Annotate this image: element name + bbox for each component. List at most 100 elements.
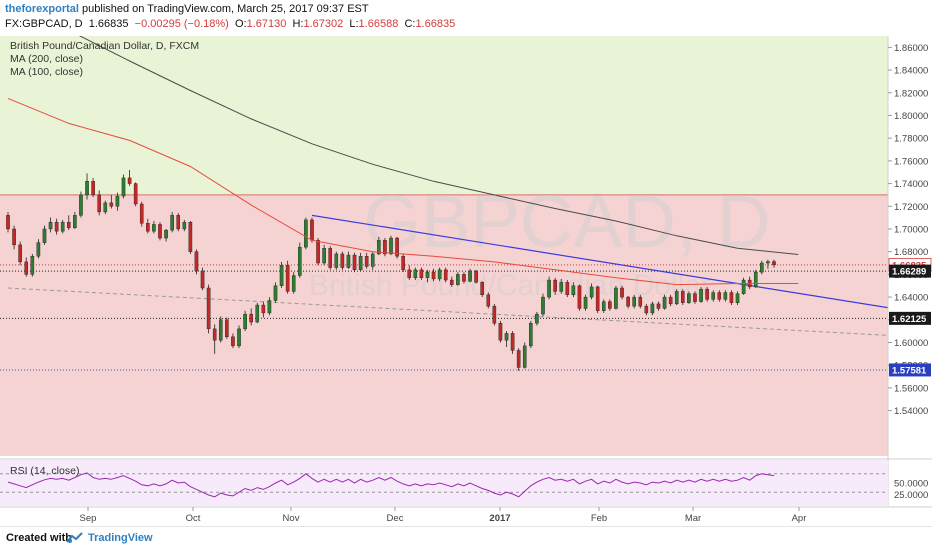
price-badge [889, 363, 931, 377]
time-axis[interactable]: Sep Oct Nov Dec 2017 Feb Mar Apr [0, 506, 932, 524]
price-tick-label: 1.72000 [894, 202, 928, 213]
time-tick-label: Mar [685, 513, 701, 524]
price-tick-label: 1.80000 [894, 111, 928, 122]
price-badge [889, 311, 931, 325]
price-tick-label: 1.82000 [894, 88, 928, 99]
candle-down [200, 270, 205, 289]
candle-up [42, 228, 47, 243]
candle-down [310, 219, 314, 241]
ma200-line [78, 36, 799, 255]
candle-down [498, 322, 503, 341]
candle-up [377, 240, 381, 255]
candle-up [456, 274, 460, 285]
candle-down [443, 269, 448, 281]
candle-down [565, 282, 570, 296]
legend-ma100[interactable]: MA (100, close) [10, 66, 83, 78]
tradingview-brand[interactable]: TradingView [88, 532, 153, 544]
candlestick-series [6, 169, 776, 371]
price-tick-label: 1.54000 [894, 406, 928, 417]
price-badge [889, 264, 931, 278]
candle-down [24, 261, 29, 275]
close-value: 1.66835 [415, 18, 456, 30]
chart-header: theforexportal published on TradingView.… [0, 0, 932, 36]
candle-up [413, 269, 418, 278]
zone-red [0, 194, 888, 456]
time-tick-label: 2017 [489, 513, 510, 524]
candle-down [553, 279, 557, 292]
candle-up [687, 293, 691, 303]
candle-down [12, 228, 16, 246]
candle-up [304, 219, 308, 248]
candle-down [717, 292, 722, 300]
candle-up [121, 177, 126, 197]
candle-up [291, 275, 296, 292]
open-value: 1.67130 [246, 18, 287, 30]
rsi-background [0, 460, 888, 506]
rsi-legend[interactable]: RSI (14, close) [10, 465, 79, 477]
candle-up [85, 181, 89, 196]
candle-up [279, 265, 284, 286]
candle-down [261, 304, 266, 314]
candle-up [535, 313, 539, 324]
candle-up [504, 333, 509, 341]
candle-down [194, 251, 199, 272]
dashed-trendline [7, 287, 932, 339]
price-tick-label: 1.64000 [894, 293, 928, 304]
candle-up [425, 271, 430, 278]
candle-up [73, 215, 77, 229]
candle-up [170, 215, 174, 231]
time-tick-label: Oct [186, 513, 201, 524]
price-axis[interactable]: 1.86000 1.84000 1.82000 1.80000 1.78000 1.760… [887, 36, 932, 506]
candle-up [741, 279, 746, 294]
candle-up [60, 221, 65, 232]
ohlc-line: FX:GBPCAD, D 1.66835 −0.00295 (−0.18%) O… [5, 18, 455, 30]
candle-down [127, 177, 132, 184]
candle-up [760, 262, 764, 273]
candle-down [681, 291, 685, 303]
candle-down [6, 215, 10, 230]
candle-down [626, 296, 630, 307]
candle-down [693, 293, 697, 302]
candle-up [753, 271, 758, 288]
price-tick-label: 1.76000 [894, 156, 928, 167]
candle-up [322, 248, 326, 264]
rsi-tick-label: 25.0000 [894, 490, 928, 501]
candle-down [449, 279, 454, 285]
candle-up [115, 195, 120, 207]
candle-up [370, 253, 375, 267]
candle-down [644, 305, 649, 314]
candle-up [237, 328, 241, 347]
candle-down [383, 240, 387, 255]
symbol-label[interactable]: FX:GBPCAD, D [5, 18, 83, 30]
candle-down [462, 274, 466, 282]
author-link[interactable]: theforexportal [5, 3, 79, 15]
candle-up [243, 313, 247, 330]
candle-up [522, 345, 527, 368]
candle-down [109, 202, 114, 207]
candle-up [389, 237, 393, 255]
price-change: −0.00295 (−0.18%) [134, 18, 229, 30]
candle-down [139, 203, 144, 224]
candle-up [218, 319, 223, 341]
high-label: H: [292, 18, 304, 30]
candle-up [583, 296, 588, 309]
high-value: 1.67302 [303, 18, 344, 30]
candle-down [705, 288, 709, 300]
candle-down [285, 265, 290, 292]
candle-up [735, 293, 740, 303]
price-chart[interactable]: GBPCAD, D British Pound/Canadian Dollar … [0, 36, 932, 526]
legend-ma200[interactable]: MA (200, close) [10, 53, 83, 65]
candle-down [18, 244, 22, 263]
candle-down [595, 286, 600, 311]
watermark-name: British Pound/Canadian Dollar [309, 269, 711, 302]
candle-down [638, 296, 643, 307]
candle-up [674, 291, 679, 305]
price-tick-label: 1.56000 [894, 383, 928, 394]
price-tick-label: 1.60000 [894, 338, 928, 349]
candle-down [516, 350, 521, 368]
candle-down [474, 270, 478, 283]
candle-down [328, 248, 333, 268]
price-badge-label: 1.62125 [892, 314, 927, 325]
rsi-tick-label: 50.0000 [894, 479, 928, 490]
price-badge-label: 1.66289 [892, 267, 926, 278]
